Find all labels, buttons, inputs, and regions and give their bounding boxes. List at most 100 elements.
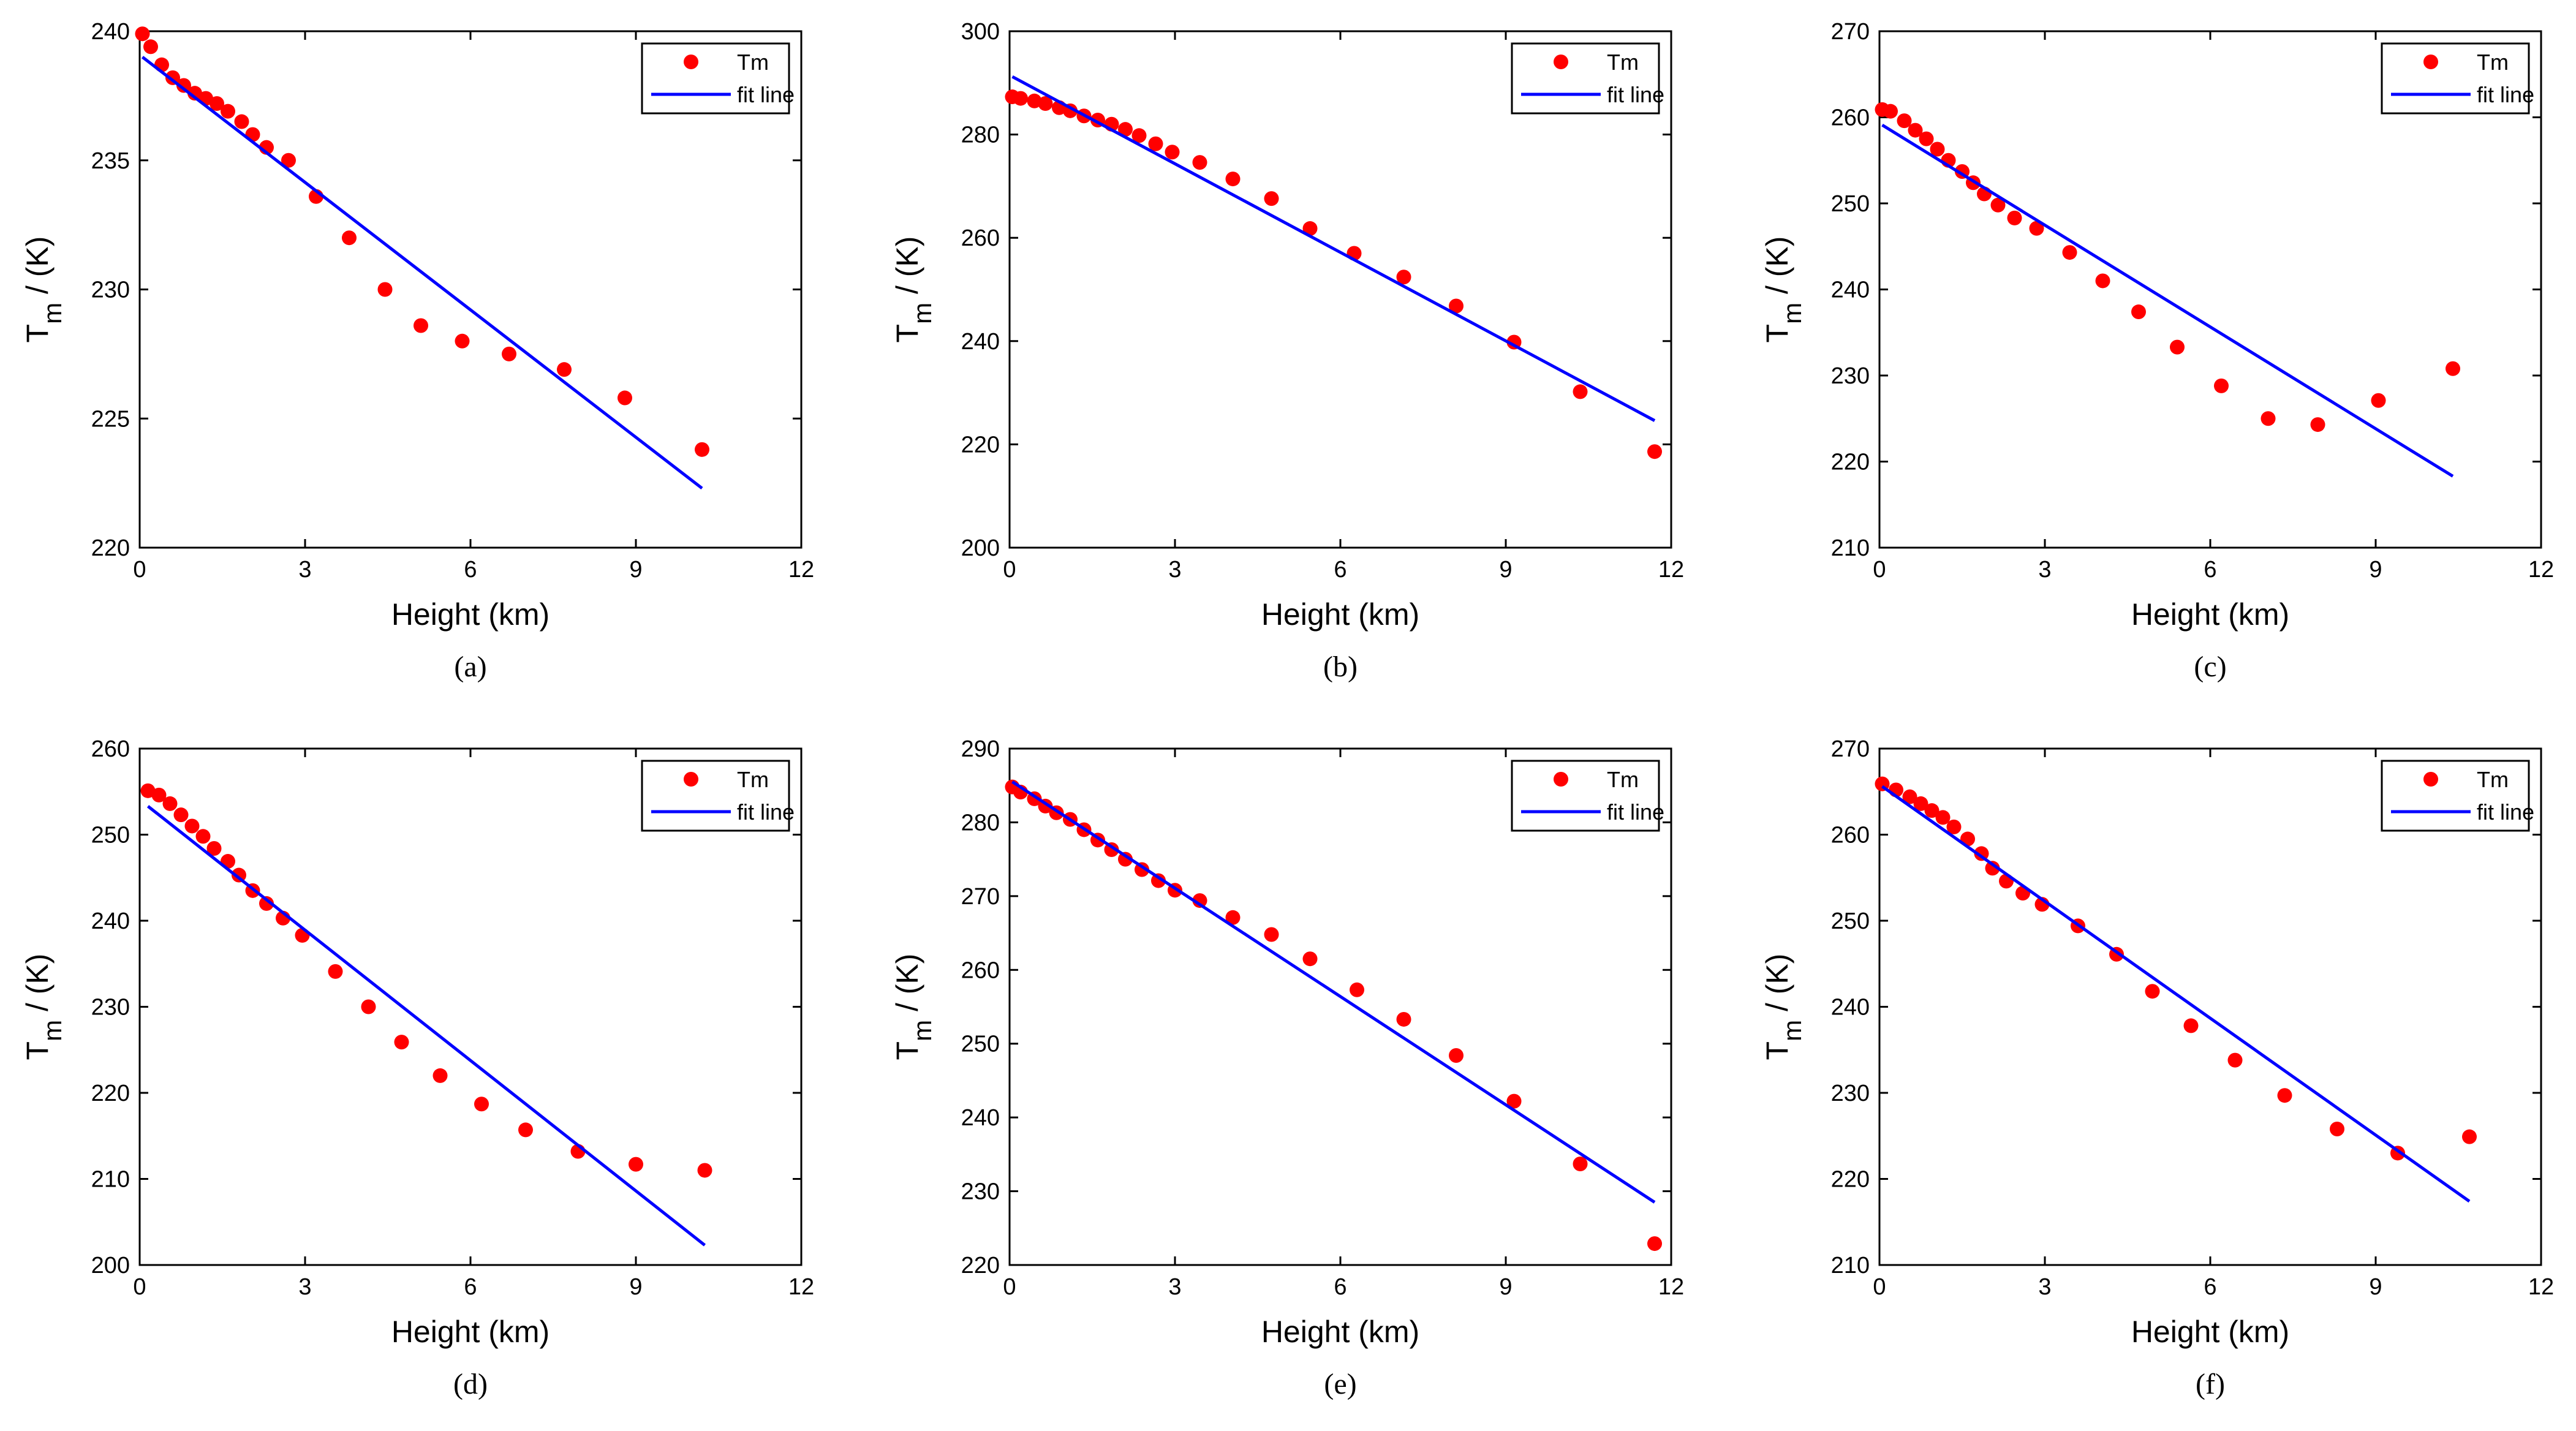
y-axis-label-unit: / (K): [20, 954, 55, 1020]
x-tick-label: 9: [1499, 1274, 1512, 1300]
y-tick-label: 270: [961, 884, 1000, 910]
legend-label-tm: Tm: [737, 50, 769, 75]
x-axis-label: Height (km): [1261, 1315, 1419, 1349]
data-point: [2310, 417, 2325, 432]
data-point: [557, 362, 572, 377]
legend-marker-icon: [1554, 772, 1568, 787]
y-axis-label-subscript: m: [1778, 1020, 1807, 1041]
y-tick-label: 240: [961, 1105, 1000, 1131]
y-tick-label: 260: [961, 225, 1000, 251]
y-axis-label-unit: / (K): [1760, 236, 1794, 303]
legend-box: [2381, 42, 2530, 115]
x-tick-label: 0: [1003, 1274, 1016, 1300]
x-tick-label: 3: [1168, 557, 1181, 583]
y-tick-label: 200: [91, 1253, 130, 1278]
data-point: [1974, 846, 1989, 861]
data-point: [502, 346, 516, 361]
data-point: [234, 114, 249, 129]
legend-marker-icon: [2423, 772, 2438, 787]
data-point: [1573, 1157, 1588, 1172]
data-point: [187, 86, 202, 101]
fit-line: [1011, 780, 1656, 1204]
chart-panel-c: 0 3 6 9 12 210 220 230 240 250 260 270 Height (km) Tm…: [1760, 19, 2554, 683]
chart-panel-b: 0 3 6 9 12 200 220 240 260 280 300 Height (km) Tm / …: [890, 19, 1684, 683]
data-point: [210, 96, 224, 111]
legend: Tm fit line: [1511, 42, 1664, 115]
y-axis-label-main: T: [20, 1041, 55, 1060]
data-point: [1264, 927, 1279, 942]
y-tick-label: 220: [961, 1253, 1000, 1278]
y-axis-label: Tm / (K): [20, 954, 67, 1060]
legend-box: [2381, 760, 2530, 832]
y-tick-label: 250: [1831, 191, 1870, 217]
legend-label-tm: Tm: [737, 767, 769, 792]
x-tick-label: 9: [629, 1274, 642, 1300]
y-tick-label: 235: [91, 148, 130, 174]
y-axis-label-unit: / (K): [890, 954, 924, 1020]
data-point: [2062, 245, 2077, 260]
data-point: [176, 78, 191, 93]
panel-label: (c): [2194, 651, 2226, 683]
y-tick-label: 220: [91, 535, 130, 561]
y-tick-label: 260: [91, 736, 130, 762]
y-axis-label-subscript: m: [38, 1020, 67, 1041]
chart-panel-f: 0 3 6 9 12 210 220 230 240 250 260 270 Height (km) Tm…: [1760, 736, 2554, 1400]
data-point: [1148, 136, 1163, 151]
data-point: [1449, 1048, 1464, 1063]
legend-label-tm: Tm: [1607, 767, 1639, 792]
legend: Tm fit line: [2381, 760, 2534, 832]
data-point: [1647, 1236, 1662, 1252]
x-tick-label: 3: [298, 1274, 311, 1300]
data-point: [361, 999, 376, 1014]
x-tick-label: 12: [1658, 1274, 1684, 1300]
legend: Tm fit line: [641, 760, 795, 832]
y-tick-label: 240: [961, 329, 1000, 355]
data-point: [2029, 221, 2044, 236]
y-tick-label: 225: [91, 406, 130, 432]
data-point: [259, 896, 274, 911]
y-axis-label-main: T: [890, 324, 924, 343]
x-tick-label: 0: [1003, 557, 1016, 583]
data-point: [1902, 789, 1917, 804]
x-tick-label: 3: [2038, 1274, 2051, 1300]
x-tick-label: 6: [2204, 557, 2216, 583]
y-tick-label: 220: [91, 1081, 130, 1106]
legend-box: [641, 760, 790, 832]
fit-line: [141, 56, 703, 490]
data-point: [1302, 221, 1318, 236]
data-point: [2462, 1129, 2477, 1144]
data-point: [432, 1068, 448, 1083]
data-point: [1264, 191, 1279, 206]
data-point: [1924, 803, 1940, 818]
data-point: [2183, 1018, 2199, 1033]
data-point: [1151, 873, 1166, 888]
data-point: [697, 1163, 712, 1178]
data-point: [154, 57, 169, 72]
x-axis-label: Height (km): [391, 1315, 550, 1349]
legend-marker-icon: [684, 55, 698, 69]
y-axis-label-main: T: [1760, 324, 1794, 343]
data-point: [1118, 851, 1133, 867]
fit-line: [1881, 124, 2454, 478]
data-point: [2277, 1088, 2292, 1103]
x-tick-label: 6: [464, 557, 477, 583]
y-axis-label: Tm / (K): [890, 954, 937, 1060]
data-point: [2330, 1122, 2344, 1137]
data-point: [1302, 951, 1318, 967]
y-tick-label: 250: [961, 1032, 1000, 1057]
data-point: [518, 1122, 533, 1138]
x-tick-label: 6: [1334, 557, 1347, 583]
data-point: [2170, 339, 2185, 355]
data-point: [151, 787, 167, 802]
x-tick-label: 0: [133, 557, 146, 583]
y-tick-label: 270: [1831, 736, 1870, 762]
data-point: [1449, 298, 1464, 314]
data-point: [1396, 270, 1411, 285]
data-point: [629, 1157, 643, 1172]
x-tick-label: 12: [2528, 1274, 2554, 1300]
legend: Tm fit line: [641, 42, 795, 115]
y-tick-label: 250: [1831, 908, 1870, 934]
data-point: [184, 818, 200, 834]
data-point: [173, 807, 189, 823]
y-tick-label: 260: [1831, 823, 1870, 848]
